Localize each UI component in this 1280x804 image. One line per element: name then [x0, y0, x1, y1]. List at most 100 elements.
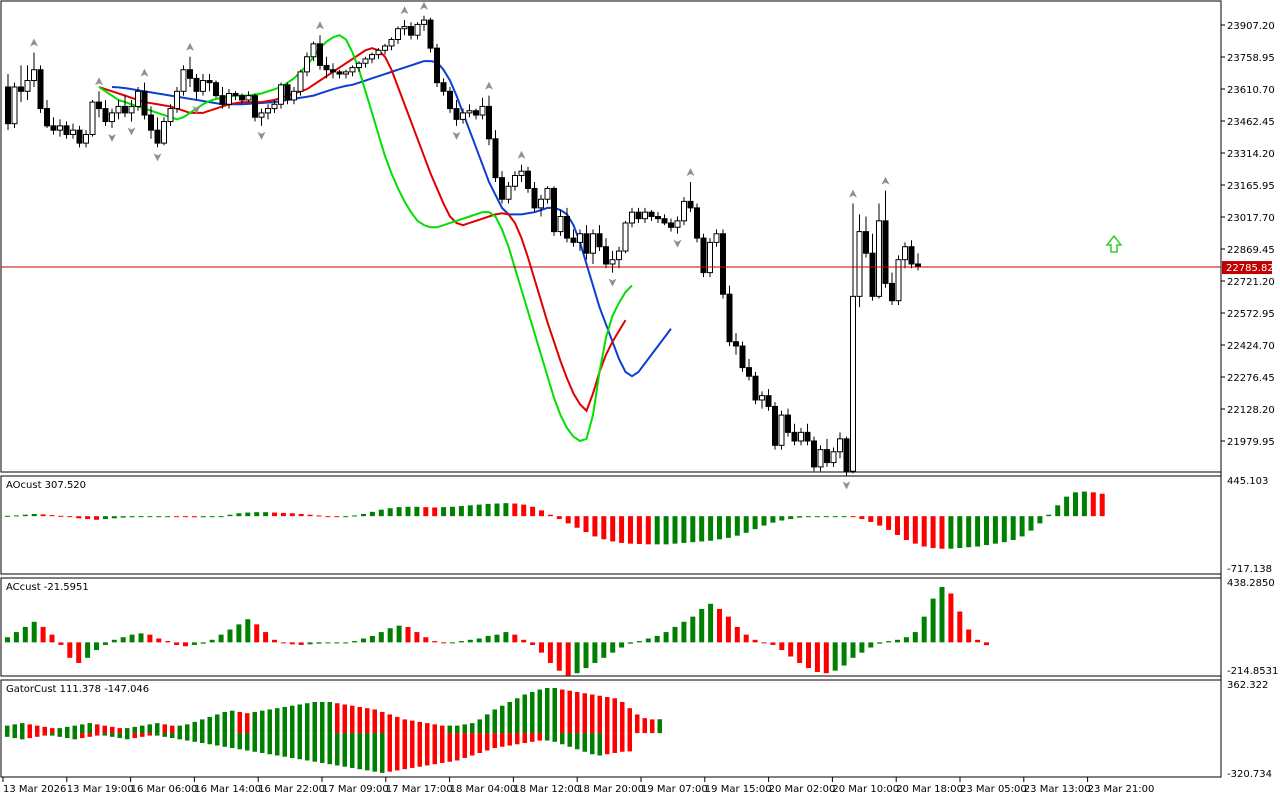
ac-bar [984, 642, 989, 646]
gator-upper-bar [117, 728, 122, 734]
ac-bar [654, 635, 660, 643]
ao-bar [503, 503, 509, 517]
ao-bar [111, 516, 117, 519]
fractal-up-marker [316, 21, 324, 30]
candle-body [96, 101, 102, 110]
candle-body [70, 129, 76, 135]
fractal-up-marker [686, 167, 695, 176]
ao-bar [957, 516, 963, 548]
ao-bar [779, 516, 785, 521]
price-label: 22721.20 [1227, 277, 1275, 288]
ac-panel[interactable] [0, 577, 1222, 677]
ac-bar [521, 639, 527, 643]
candle-body [752, 375, 759, 401]
ao-bar [592, 516, 598, 537]
price-axis-labels: 23907.20 23758.95 23610.70 23462.45 23314.20… [1221, 21, 1275, 448]
ao-bar [325, 516, 331, 518]
ao-bar [263, 512, 269, 517]
fractal-up-marker [30, 38, 38, 47]
gator-lower-bar [410, 733, 415, 768]
up-arrow-icon [1105, 234, 1123, 253]
ac-bar [245, 619, 251, 643]
gator-upper-bar [612, 698, 617, 734]
gator-lower-bar [102, 733, 107, 736]
gator-upper-bar [560, 689, 565, 734]
ao-bar [610, 516, 616, 542]
gator-upper-bar [125, 728, 130, 734]
ao-bar [31, 514, 37, 517]
candle-body [687, 200, 694, 209]
gator-lower-bar [222, 733, 227, 747]
ac-bar [912, 632, 918, 643]
price-label: 22128.20 [1227, 405, 1275, 416]
ao-bar [966, 516, 972, 548]
gator-histogram [5, 688, 662, 773]
gator-lower-bar [462, 733, 467, 758]
gator-lower-bar [597, 733, 602, 756]
gator-lower-bar [267, 733, 272, 755]
gator-upper-bar [605, 696, 610, 734]
ac-bar [289, 642, 295, 645]
fractal-up-marker [400, 6, 409, 15]
ac-bar [530, 642, 536, 645]
gator-upper-bar [185, 724, 190, 734]
fractal-up-marker [517, 150, 526, 159]
gator-lower-bar [612, 733, 617, 753]
candle-body [388, 39, 395, 47]
gator-lower-bar [485, 733, 490, 751]
candle-body [245, 95, 252, 101]
ao-bar [13, 515, 19, 517]
ac-bar [619, 642, 625, 648]
gator-panel[interactable] [0, 679, 1222, 778]
gator-lower-bar [567, 733, 572, 747]
price-label: 23610.70 [1227, 85, 1275, 96]
gator-upper-bar [635, 714, 640, 734]
ac-bar [450, 642, 455, 644]
fractal-up-marker [95, 77, 103, 86]
ao-bar [859, 516, 865, 520]
candle-body [278, 84, 284, 105]
ao-bar [628, 516, 633, 544]
alligator-lips-line [98, 34, 633, 443]
gator-upper-bar [80, 724, 85, 734]
price-label: 23314.20 [1227, 149, 1275, 160]
time-label: 18 Mar 12:00 [513, 784, 580, 795]
gator-lower-bar [252, 733, 257, 752]
ao-bar [76, 516, 82, 519]
gator-lower-bar [425, 733, 430, 766]
ac-bar [547, 642, 553, 663]
candle-body [206, 80, 213, 84]
fractal-down-marker [673, 239, 682, 248]
candle-body [895, 259, 902, 302]
gator-upper-bar [155, 723, 160, 734]
ao-bar [120, 516, 126, 518]
gator-upper-bar [42, 726, 47, 734]
ao-bar [414, 506, 420, 517]
candle-body [421, 19, 427, 25]
ac-top-value: 438.2850 [1227, 578, 1275, 589]
ao-bar [886, 516, 892, 530]
candle-body [317, 43, 323, 66]
ac-bar [895, 639, 900, 643]
candle-body [785, 414, 791, 433]
ao-bar [156, 516, 162, 518]
ac-bar [129, 634, 135, 643]
ao-bar [1037, 516, 1043, 524]
ao-bar [476, 504, 482, 517]
price-label: 23758.95 [1227, 53, 1275, 64]
ac-bar [966, 629, 972, 643]
ao-bar [396, 507, 402, 517]
candles-layer [5, 15, 921, 476]
gator-upper-bar [515, 698, 520, 734]
gator-bottom-value: -320.734 [1227, 769, 1272, 780]
main-price-panel[interactable] [0, 0, 1222, 473]
ao-bar [939, 516, 945, 549]
gator-lower-bar [132, 733, 137, 739]
ao-bar [521, 504, 527, 517]
ao-bar [912, 516, 918, 544]
ao-bar [5, 515, 10, 517]
gator-lower-bar [245, 733, 250, 751]
current-price-value: 22785.82 [1226, 263, 1274, 274]
